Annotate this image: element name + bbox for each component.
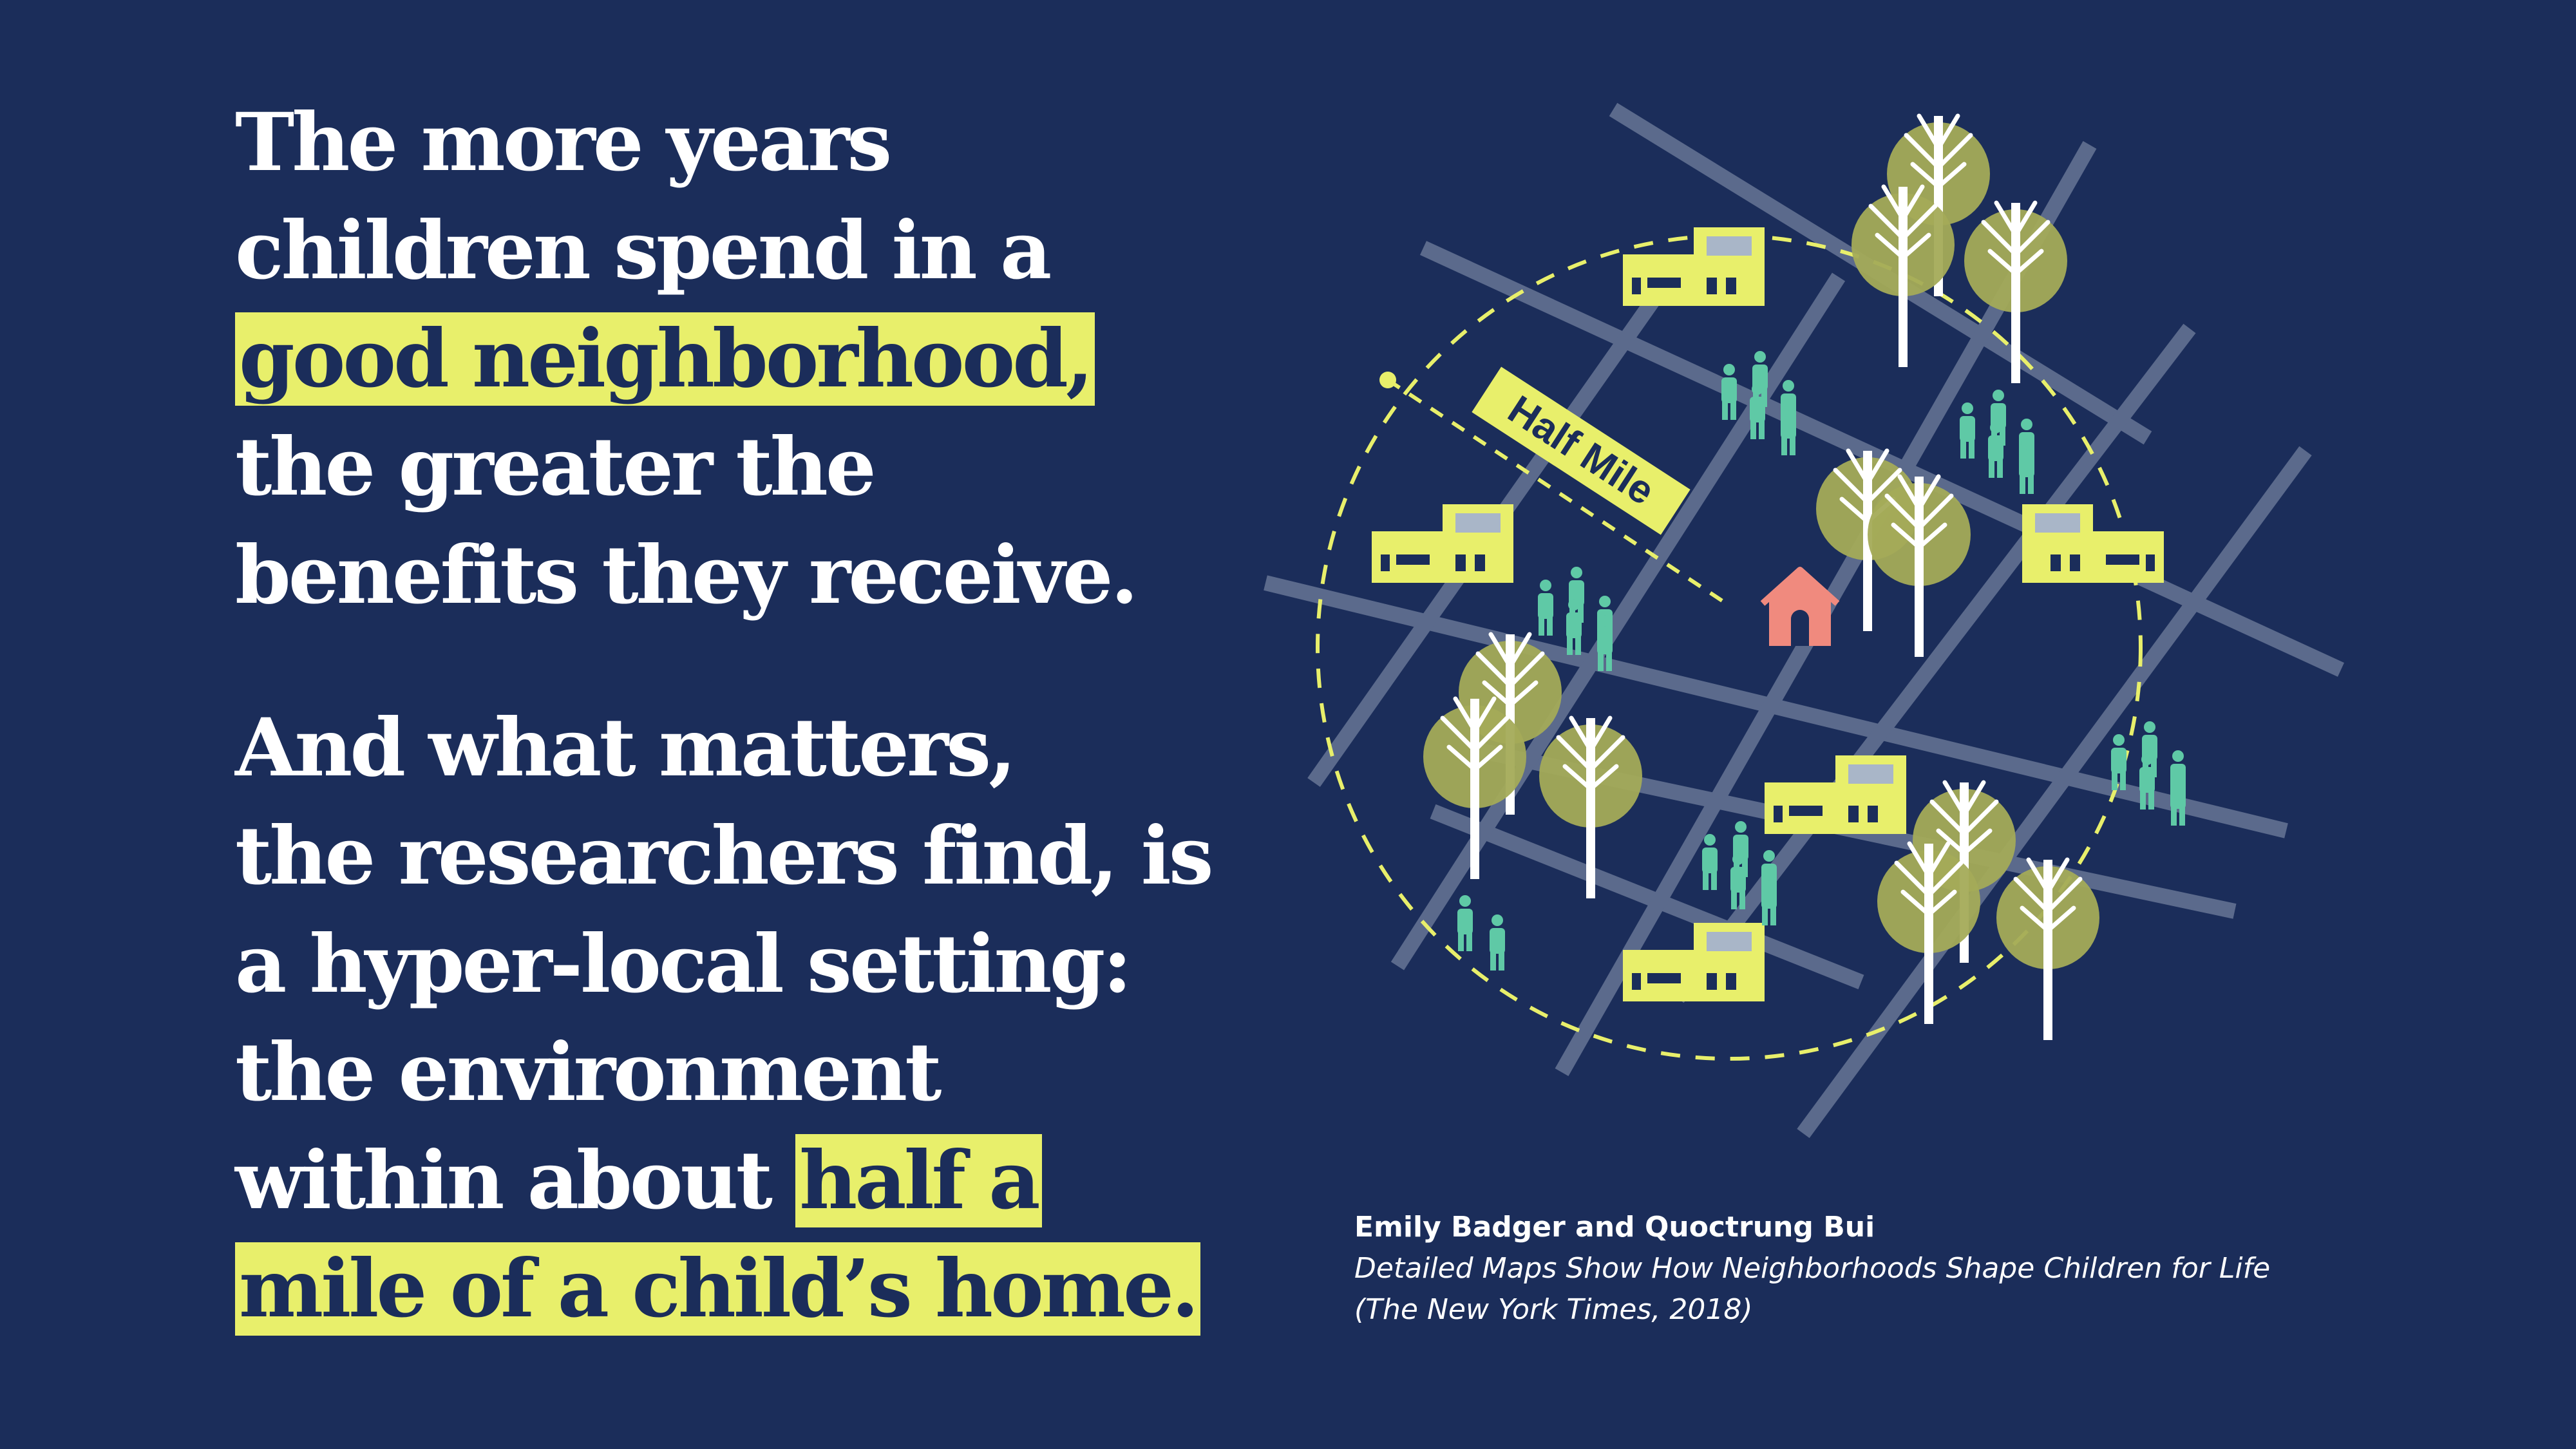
quote-line: the researchers find, is — [235, 810, 1214, 903]
citation: Emily Badger and Quoctrung Bui Detailed … — [1354, 1207, 2449, 1331]
quote-line: within about half a — [235, 1127, 1201, 1235]
building-icon — [1765, 755, 1906, 834]
quote-line: the environment — [235, 1026, 942, 1119]
house-icon — [1760, 567, 1840, 646]
highlight-half-a: half a — [795, 1134, 1042, 1227]
citation-authors: Emily Badger and Quoctrung Bui — [1354, 1211, 1875, 1244]
citation-title: Detailed Maps Show How Neighborhoods Sha… — [1354, 1252, 2271, 1285]
quote-line: the greater the — [235, 421, 876, 514]
quote-text: within about — [235, 1134, 796, 1227]
citation-publication: (The New York Times, 2018) — [1354, 1293, 1753, 1326]
quote-line: The more years — [235, 96, 892, 189]
building-icon — [1623, 227, 1765, 306]
quote-paragraph-2: And what matters, the researchers find, … — [235, 694, 1214, 1343]
building-icon — [2022, 504, 2164, 583]
quote-line: good neighborhood, — [235, 305, 1201, 413]
quote-line: benefits they receive. — [235, 529, 1139, 622]
highlight-mile-of-home: mile of a child’s home. — [235, 1242, 1201, 1336]
highlight-good-neighborhood: good neighborhood, — [235, 312, 1095, 406]
building-icon — [1372, 504, 1513, 583]
neighborhood-map: Half Mile — [1264, 102, 2345, 1139]
quote-line: And what matters, — [235, 701, 1016, 795]
quote-line: mile of a child’s home. — [235, 1235, 1201, 1343]
quote-line: children spend in a — [235, 204, 1052, 298]
quote-line: a hyper-local setting: — [235, 918, 1132, 1011]
radius-circle — [1316, 234, 2143, 1061]
quote-paragraph-1: The more years children spend in a good … — [235, 89, 1201, 630]
